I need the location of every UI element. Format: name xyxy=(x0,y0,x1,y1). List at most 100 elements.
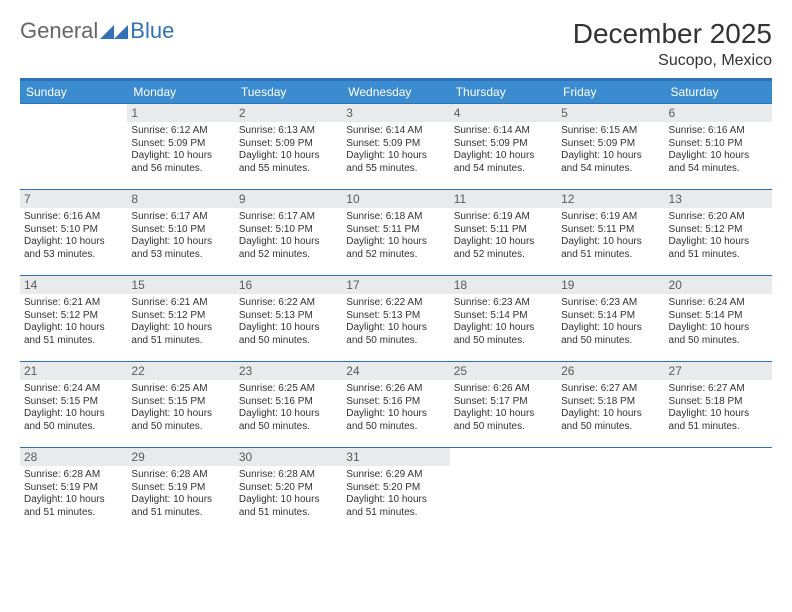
day-details: Sunrise: 6:16 AMSunset: 5:10 PMDaylight:… xyxy=(665,122,772,179)
calendar-cell xyxy=(20,104,127,190)
weekday-header: Wednesday xyxy=(342,81,449,104)
calendar-page: General Blue December 2025 Sucopo, Mexic… xyxy=(0,0,792,534)
day-number: 5 xyxy=(557,104,664,122)
day-details: Sunrise: 6:13 AMSunset: 5:09 PMDaylight:… xyxy=(235,122,342,179)
calendar-cell: 22Sunrise: 6:25 AMSunset: 5:15 PMDayligh… xyxy=(127,362,234,448)
day-details: Sunrise: 6:25 AMSunset: 5:16 PMDaylight:… xyxy=(235,380,342,437)
day-number: 20 xyxy=(665,276,772,294)
day-details: Sunrise: 6:24 AMSunset: 5:14 PMDaylight:… xyxy=(665,294,772,351)
calendar-cell: 20Sunrise: 6:24 AMSunset: 5:14 PMDayligh… xyxy=(665,276,772,362)
calendar-cell xyxy=(557,448,664,534)
day-number: 22 xyxy=(127,362,234,380)
logo-triangle-icon xyxy=(100,21,128,41)
calendar-cell: 7Sunrise: 6:16 AMSunset: 5:10 PMDaylight… xyxy=(20,190,127,276)
day-details: Sunrise: 6:26 AMSunset: 5:17 PMDaylight:… xyxy=(450,380,557,437)
calendar-cell: 8Sunrise: 6:17 AMSunset: 5:10 PMDaylight… xyxy=(127,190,234,276)
page-header: General Blue December 2025 Sucopo, Mexic… xyxy=(20,18,772,70)
calendar-cell: 26Sunrise: 6:27 AMSunset: 5:18 PMDayligh… xyxy=(557,362,664,448)
day-number: 11 xyxy=(450,190,557,208)
day-details: Sunrise: 6:15 AMSunset: 5:09 PMDaylight:… xyxy=(557,122,664,179)
brand-part2: Blue xyxy=(130,18,174,44)
month-title: December 2025 xyxy=(573,18,772,50)
day-details: Sunrise: 6:16 AMSunset: 5:10 PMDaylight:… xyxy=(20,208,127,265)
day-details: Sunrise: 6:27 AMSunset: 5:18 PMDaylight:… xyxy=(557,380,664,437)
calendar-cell: 24Sunrise: 6:26 AMSunset: 5:16 PMDayligh… xyxy=(342,362,449,448)
day-number: 13 xyxy=(665,190,772,208)
day-number: 8 xyxy=(127,190,234,208)
calendar-row: 1Sunrise: 6:12 AMSunset: 5:09 PMDaylight… xyxy=(20,104,772,190)
calendar-cell: 16Sunrise: 6:22 AMSunset: 5:13 PMDayligh… xyxy=(235,276,342,362)
day-number: 31 xyxy=(342,448,449,466)
day-details: Sunrise: 6:28 AMSunset: 5:20 PMDaylight:… xyxy=(235,466,342,523)
day-details: Sunrise: 6:17 AMSunset: 5:10 PMDaylight:… xyxy=(127,208,234,265)
day-details: Sunrise: 6:12 AMSunset: 5:09 PMDaylight:… xyxy=(127,122,234,179)
calendar-cell: 3Sunrise: 6:14 AMSunset: 5:09 PMDaylight… xyxy=(342,104,449,190)
day-details: Sunrise: 6:23 AMSunset: 5:14 PMDaylight:… xyxy=(557,294,664,351)
day-number: 21 xyxy=(20,362,127,380)
calendar-cell: 12Sunrise: 6:19 AMSunset: 5:11 PMDayligh… xyxy=(557,190,664,276)
calendar-body: 1Sunrise: 6:12 AMSunset: 5:09 PMDaylight… xyxy=(20,104,772,534)
day-number: 10 xyxy=(342,190,449,208)
day-details: Sunrise: 6:14 AMSunset: 5:09 PMDaylight:… xyxy=(450,122,557,179)
calendar-cell: 13Sunrise: 6:20 AMSunset: 5:12 PMDayligh… xyxy=(665,190,772,276)
calendar-cell: 5Sunrise: 6:15 AMSunset: 5:09 PMDaylight… xyxy=(557,104,664,190)
calendar-cell: 31Sunrise: 6:29 AMSunset: 5:20 PMDayligh… xyxy=(342,448,449,534)
day-details: Sunrise: 6:27 AMSunset: 5:18 PMDaylight:… xyxy=(665,380,772,437)
day-number: 15 xyxy=(127,276,234,294)
calendar-cell: 15Sunrise: 6:21 AMSunset: 5:12 PMDayligh… xyxy=(127,276,234,362)
brand-logo: General Blue xyxy=(20,18,174,44)
calendar-table: Sunday Monday Tuesday Wednesday Thursday… xyxy=(20,81,772,534)
day-details: Sunrise: 6:19 AMSunset: 5:11 PMDaylight:… xyxy=(557,208,664,265)
day-number: 9 xyxy=(235,190,342,208)
day-number: 7 xyxy=(20,190,127,208)
calendar-cell xyxy=(665,448,772,534)
calendar-cell: 21Sunrise: 6:24 AMSunset: 5:15 PMDayligh… xyxy=(20,362,127,448)
calendar-cell: 2Sunrise: 6:13 AMSunset: 5:09 PMDaylight… xyxy=(235,104,342,190)
day-details: Sunrise: 6:21 AMSunset: 5:12 PMDaylight:… xyxy=(20,294,127,351)
day-details: Sunrise: 6:20 AMSunset: 5:12 PMDaylight:… xyxy=(665,208,772,265)
calendar-cell xyxy=(450,448,557,534)
day-number: 6 xyxy=(665,104,772,122)
title-block: December 2025 Sucopo, Mexico xyxy=(573,18,772,70)
calendar-cell: 14Sunrise: 6:21 AMSunset: 5:12 PMDayligh… xyxy=(20,276,127,362)
day-details: Sunrise: 6:28 AMSunset: 5:19 PMDaylight:… xyxy=(127,466,234,523)
day-details: Sunrise: 6:17 AMSunset: 5:10 PMDaylight:… xyxy=(235,208,342,265)
weekday-header-row: Sunday Monday Tuesday Wednesday Thursday… xyxy=(20,81,772,104)
calendar-cell: 18Sunrise: 6:23 AMSunset: 5:14 PMDayligh… xyxy=(450,276,557,362)
weekday-header: Saturday xyxy=(665,81,772,104)
day-details: Sunrise: 6:14 AMSunset: 5:09 PMDaylight:… xyxy=(342,122,449,179)
day-number: 1 xyxy=(127,104,234,122)
day-number: 14 xyxy=(20,276,127,294)
day-number: 26 xyxy=(557,362,664,380)
weekday-header: Tuesday xyxy=(235,81,342,104)
day-number: 24 xyxy=(342,362,449,380)
day-details: Sunrise: 6:24 AMSunset: 5:15 PMDaylight:… xyxy=(20,380,127,437)
calendar-cell: 6Sunrise: 6:16 AMSunset: 5:10 PMDaylight… xyxy=(665,104,772,190)
day-number: 30 xyxy=(235,448,342,466)
calendar-row: 21Sunrise: 6:24 AMSunset: 5:15 PMDayligh… xyxy=(20,362,772,448)
day-number: 28 xyxy=(20,448,127,466)
calendar-cell: 4Sunrise: 6:14 AMSunset: 5:09 PMDaylight… xyxy=(450,104,557,190)
calendar-cell: 10Sunrise: 6:18 AMSunset: 5:11 PMDayligh… xyxy=(342,190,449,276)
calendar-cell: 30Sunrise: 6:28 AMSunset: 5:20 PMDayligh… xyxy=(235,448,342,534)
calendar-cell: 28Sunrise: 6:28 AMSunset: 5:19 PMDayligh… xyxy=(20,448,127,534)
day-details: Sunrise: 6:25 AMSunset: 5:15 PMDaylight:… xyxy=(127,380,234,437)
calendar-cell: 27Sunrise: 6:27 AMSunset: 5:18 PMDayligh… xyxy=(665,362,772,448)
day-number: 27 xyxy=(665,362,772,380)
weekday-header: Monday xyxy=(127,81,234,104)
day-number: 17 xyxy=(342,276,449,294)
calendar-cell: 19Sunrise: 6:23 AMSunset: 5:14 PMDayligh… xyxy=(557,276,664,362)
calendar-cell: 11Sunrise: 6:19 AMSunset: 5:11 PMDayligh… xyxy=(450,190,557,276)
calendar-cell: 1Sunrise: 6:12 AMSunset: 5:09 PMDaylight… xyxy=(127,104,234,190)
day-details: Sunrise: 6:23 AMSunset: 5:14 PMDaylight:… xyxy=(450,294,557,351)
calendar-row: 7Sunrise: 6:16 AMSunset: 5:10 PMDaylight… xyxy=(20,190,772,276)
weekday-header: Thursday xyxy=(450,81,557,104)
day-number: 2 xyxy=(235,104,342,122)
day-details: Sunrise: 6:18 AMSunset: 5:11 PMDaylight:… xyxy=(342,208,449,265)
calendar-cell: 17Sunrise: 6:22 AMSunset: 5:13 PMDayligh… xyxy=(342,276,449,362)
day-details: Sunrise: 6:28 AMSunset: 5:19 PMDaylight:… xyxy=(20,466,127,523)
day-number: 29 xyxy=(127,448,234,466)
day-number: 12 xyxy=(557,190,664,208)
day-details: Sunrise: 6:26 AMSunset: 5:16 PMDaylight:… xyxy=(342,380,449,437)
calendar-cell: 25Sunrise: 6:26 AMSunset: 5:17 PMDayligh… xyxy=(450,362,557,448)
